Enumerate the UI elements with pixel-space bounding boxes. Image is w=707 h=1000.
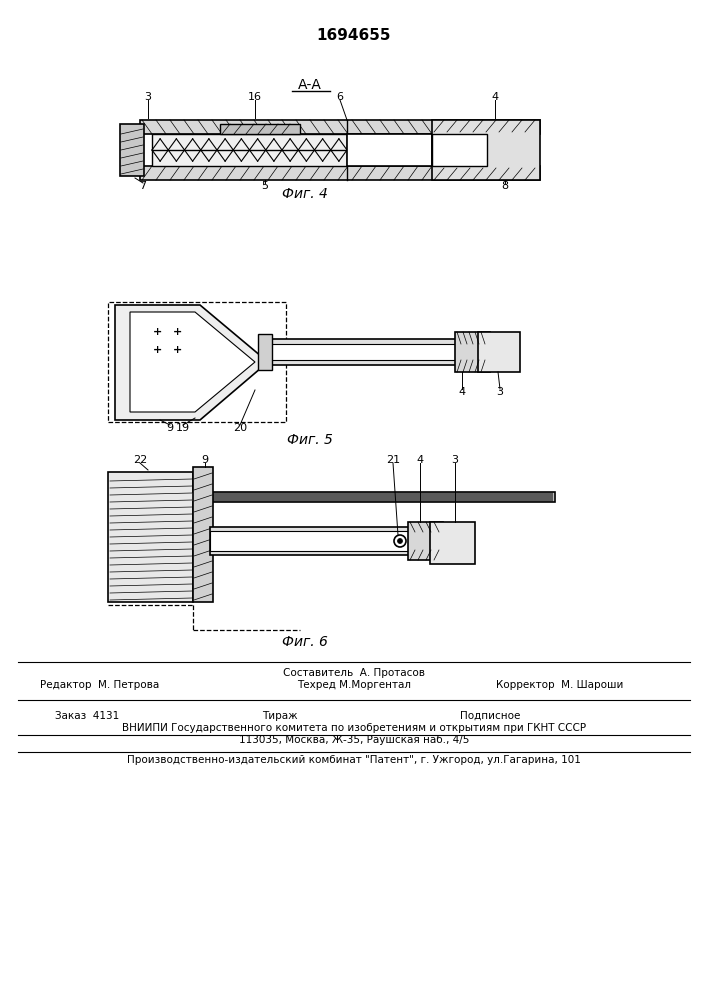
Text: 4: 4: [458, 387, 466, 397]
Text: 113035, Москва, Ж-35, Раушская наб., 4/5: 113035, Москва, Ж-35, Раушская наб., 4/5: [239, 735, 469, 745]
Bar: [268, 344, 478, 360]
Bar: [220, 124, 300, 134]
Bar: [268, 339, 478, 365]
Text: +: +: [173, 345, 182, 355]
Text: 3: 3: [452, 455, 459, 465]
Text: Фиг. 4: Фиг. 4: [282, 187, 328, 201]
Polygon shape: [478, 332, 520, 372]
Bar: [108, 302, 286, 422]
Text: Фиг. 6: Фиг. 6: [282, 635, 328, 649]
Text: Редактор  М. Петрова: Редактор М. Петрова: [40, 680, 160, 690]
Text: 6: 6: [337, 92, 344, 102]
Text: +: +: [173, 327, 182, 337]
Bar: [210, 531, 430, 551]
Text: 3: 3: [144, 92, 151, 102]
Bar: [140, 166, 540, 180]
Bar: [432, 120, 540, 180]
Text: 9: 9: [201, 455, 209, 465]
Bar: [258, 334, 272, 370]
Text: Тираж: Тираж: [262, 711, 298, 721]
Text: 4: 4: [416, 455, 423, 465]
Text: 7: 7: [139, 181, 146, 191]
Text: А-А: А-А: [298, 78, 322, 92]
Text: 20: 20: [233, 423, 247, 433]
Text: Фиг. 5: Фиг. 5: [287, 433, 333, 447]
Text: 16: 16: [248, 92, 262, 102]
Polygon shape: [130, 312, 255, 412]
Bar: [408, 522, 443, 560]
Text: 22: 22: [133, 455, 147, 465]
Bar: [120, 124, 144, 176]
Bar: [210, 527, 430, 555]
Text: 1694655: 1694655: [317, 27, 391, 42]
Text: Заказ  4131: Заказ 4131: [55, 711, 119, 721]
Text: 8: 8: [501, 181, 508, 191]
Bar: [432, 134, 487, 166]
Bar: [152, 134, 347, 166]
Polygon shape: [430, 522, 475, 564]
Text: 9: 9: [166, 423, 173, 433]
Circle shape: [397, 538, 402, 544]
Text: 3: 3: [496, 387, 503, 397]
Text: Корректор  М. Шароши: Корректор М. Шароши: [496, 680, 624, 690]
Text: 4: 4: [491, 92, 498, 102]
Text: 5: 5: [262, 181, 269, 191]
Text: Подписное: Подписное: [460, 711, 520, 721]
Circle shape: [394, 535, 406, 547]
Text: +: +: [153, 345, 163, 355]
Polygon shape: [108, 472, 555, 602]
Text: 21: 21: [386, 455, 400, 465]
Bar: [347, 134, 432, 166]
Bar: [193, 467, 213, 602]
Polygon shape: [115, 305, 268, 420]
Text: ВНИИПИ Государственного комитета по изобретениям и открытиям при ГКНТ СССР: ВНИИПИ Государственного комитета по изоб…: [122, 723, 586, 733]
Text: Техред М.Моргентал: Техред М.Моргентал: [297, 680, 411, 690]
Text: +: +: [153, 327, 163, 337]
Bar: [140, 120, 540, 134]
Text: 19: 19: [176, 423, 190, 433]
Text: Составитель  А. Протасов: Составитель А. Протасов: [283, 668, 425, 678]
Bar: [455, 332, 490, 372]
Text: Производственно-издательский комбинат "Патент", г. Ужгород, ул.Гагарина, 101: Производственно-издательский комбинат "П…: [127, 755, 581, 765]
